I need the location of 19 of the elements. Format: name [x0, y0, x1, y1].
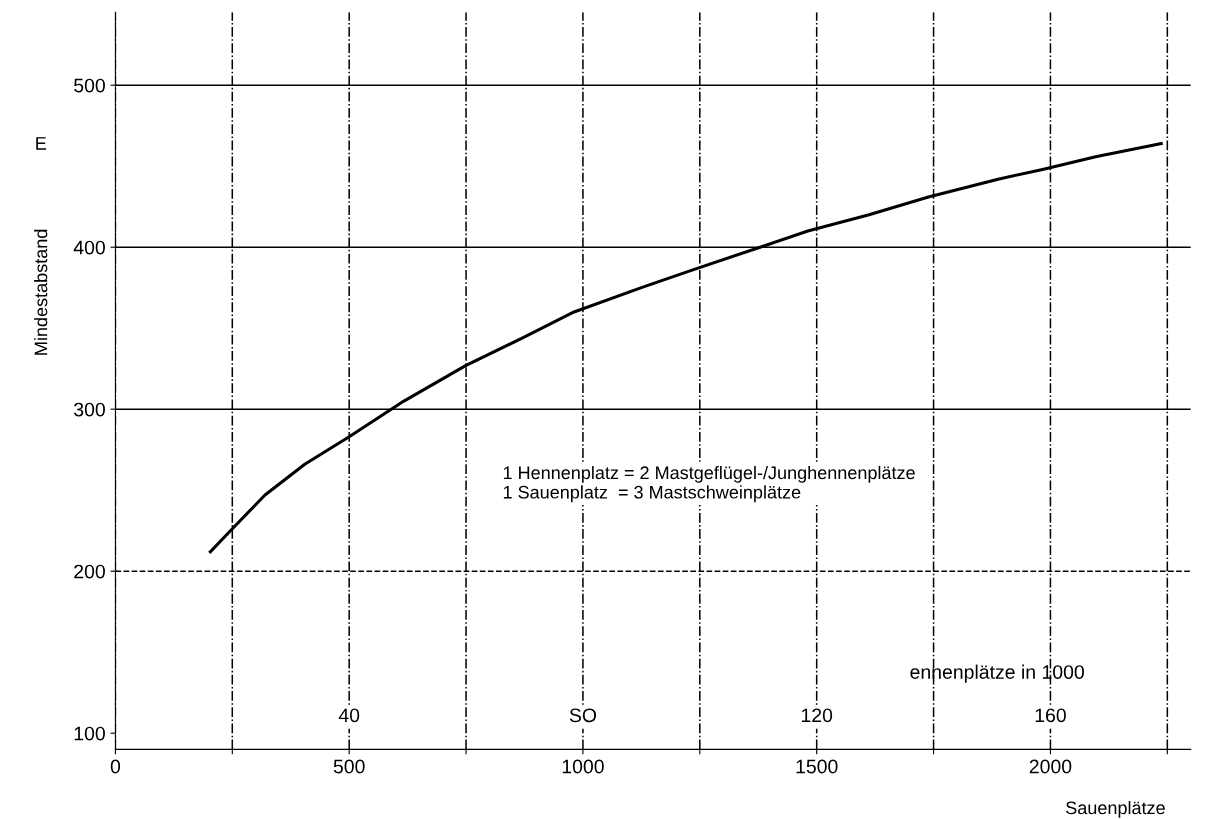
x2-axis-title: ennenplätze in 1000 [910, 664, 1084, 683]
y-axis-title: Mindestabstand [34, 229, 48, 355]
y-tick-label: 400 [73, 240, 105, 255]
x-tick-label: 1500 [796, 759, 838, 774]
x-tick-label: 500 [333, 759, 365, 774]
x2-tick-label: 120 [801, 708, 833, 723]
annotation: 1 Hennenplatz = 2 Mastgeflügel-/Junghennenplätze 1 Sauenplatz = 3 Mastschweinplätze [503, 465, 915, 503]
x2-tick-label: 160 [1035, 708, 1066, 723]
x-tick-label: 0 [110, 759, 121, 774]
y-tick-label: 200 [74, 564, 105, 579]
text: E [36, 137, 47, 150]
y-tick-label: 500 [74, 78, 105, 93]
y-tick-label: 300 [74, 402, 105, 417]
x2-tick-label: SO [569, 708, 597, 723]
x-tick-label: 2000 [1029, 759, 1072, 774]
x-axis-title: Sauenplätze [1066, 800, 1165, 818]
y-tick-label: 100 [74, 726, 105, 741]
x-tick-label: 1000 [562, 759, 604, 774]
x2-tick-label: 40 [338, 708, 360, 723]
